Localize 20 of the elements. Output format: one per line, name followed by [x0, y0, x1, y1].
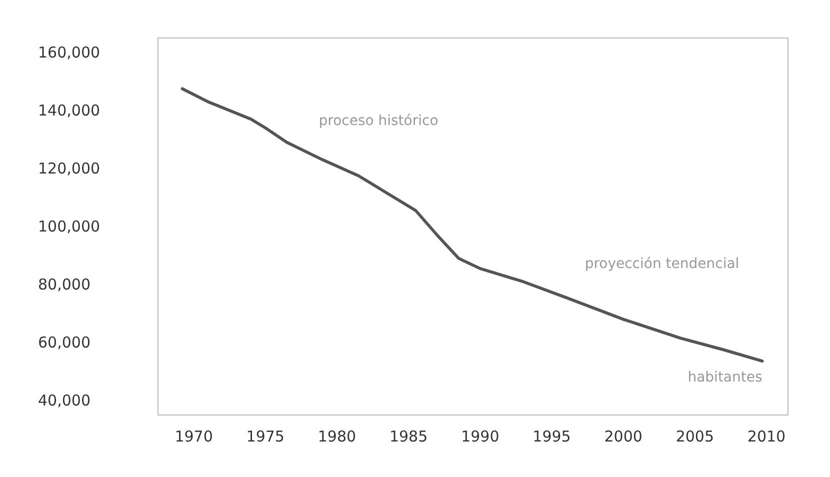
annotation: proceso histórico	[318, 112, 438, 129]
x-tick-label: 1990	[461, 428, 500, 446]
y-tick-label: 140,000	[38, 102, 100, 120]
y-tick-label: 160,000	[38, 44, 100, 62]
annotation: proyección tendencial	[584, 256, 740, 272]
x-tick-label: 2000	[604, 428, 642, 446]
annotation: habitantes	[688, 369, 762, 386]
x-tick-label: 2005	[676, 428, 714, 446]
x-tick-label: 1995	[532, 428, 571, 446]
x-tick-label: 2010	[747, 428, 786, 446]
y-tick-label: 40,000	[38, 392, 90, 410]
y-tick-label: 80,000	[38, 276, 90, 294]
x-tick-label: 1980	[318, 428, 356, 446]
line-series	[180, 87, 764, 363]
y-tick-label: 60,000	[38, 334, 90, 352]
x-tick-label: 1985	[389, 428, 428, 446]
x-tick-label: 1970	[174, 428, 213, 446]
y-tick-label: 100,000	[38, 218, 100, 236]
x-tick-label: 1975	[246, 428, 284, 446]
y-tick-label: 120,000	[38, 160, 100, 178]
